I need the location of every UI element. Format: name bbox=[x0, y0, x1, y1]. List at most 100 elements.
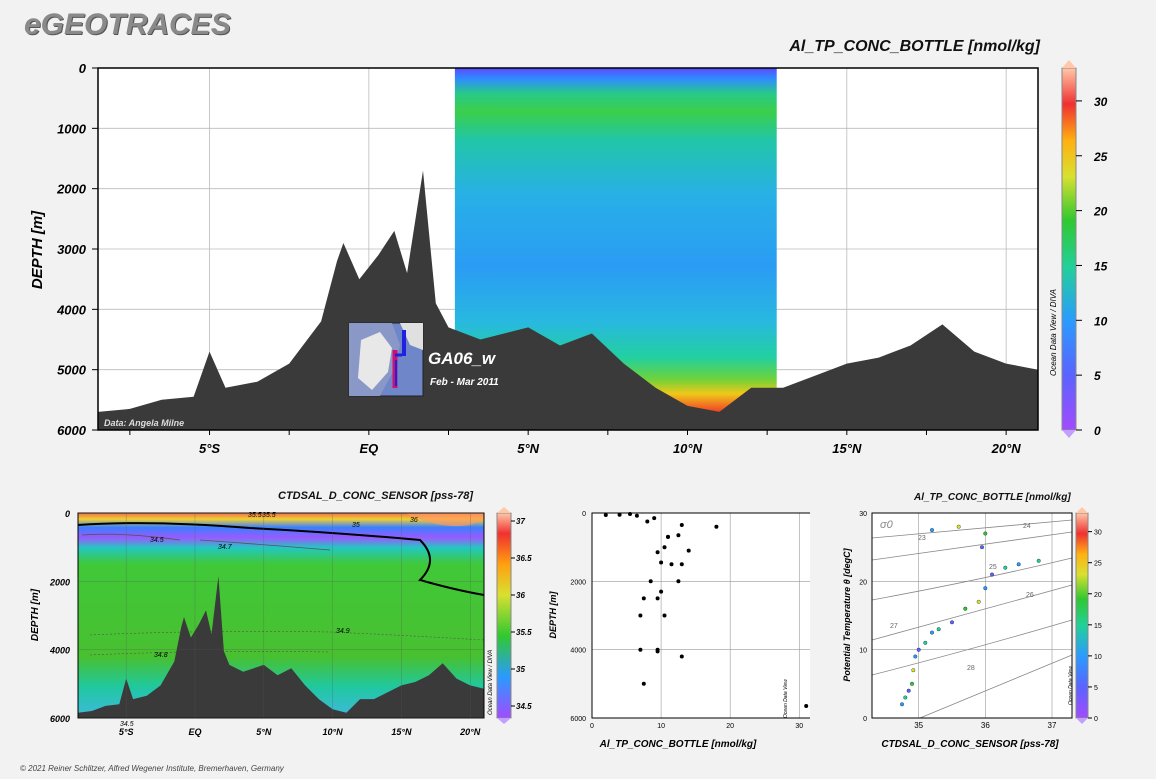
main-x-tick-label: 15°N bbox=[832, 441, 862, 456]
salinity-x-tick-label: 5°N bbox=[256, 727, 272, 737]
egeotraces-logo: eGEOTRACES bbox=[24, 8, 231, 41]
ts-colorbar bbox=[1075, 512, 1089, 719]
profile-y-tick-label: 6000 bbox=[570, 716, 586, 723]
ts-data-point bbox=[1003, 565, 1008, 570]
profile-x-tick-label: 0 bbox=[590, 723, 594, 730]
salinity-colorbar-tick-label: 36 bbox=[516, 591, 525, 600]
ts-colorbar-tick-label: 20 bbox=[1094, 592, 1102, 599]
profile-y-axis-label: DEPTH [m] bbox=[548, 590, 558, 638]
main-y-tick-label: 6000 bbox=[57, 423, 87, 438]
main-x-tick-label: 5°N bbox=[517, 441, 539, 456]
profile-data-point bbox=[655, 596, 660, 601]
ts-data-point bbox=[910, 681, 914, 686]
ts-data-point bbox=[990, 572, 994, 577]
profile-data-point bbox=[676, 533, 681, 538]
main-x-tick-label: 20°N bbox=[991, 441, 1022, 456]
salinity-x-tick-label: EQ bbox=[188, 727, 201, 737]
profile-data-point bbox=[714, 524, 719, 529]
ts-colorbar-tick-label: 25 bbox=[1094, 561, 1102, 568]
ts-x-tick-label: 37 bbox=[1048, 721, 1057, 730]
odv-watermark: Ocean Data View / DIVA bbox=[1049, 289, 1058, 376]
ts-data-point bbox=[950, 620, 954, 625]
ts-data-point bbox=[1036, 558, 1041, 563]
main-colorbar-tick-label: 15 bbox=[1094, 259, 1108, 273]
profile-data-point bbox=[638, 647, 643, 652]
profile-data-point bbox=[679, 523, 684, 527]
ts-colorbar-tick-label: 0 bbox=[1094, 716, 1098, 723]
profile-x-tick-label: 20 bbox=[726, 723, 734, 730]
profile-data-point bbox=[676, 579, 681, 584]
profile-data-point bbox=[659, 589, 664, 594]
main-colorbar-tick-label: 20 bbox=[1093, 205, 1108, 219]
salinity-colorbar bbox=[496, 512, 512, 719]
salinity-contour-label: 34.9 bbox=[336, 628, 350, 635]
ts-data-point bbox=[1016, 562, 1021, 567]
ts-data-point bbox=[923, 640, 928, 645]
salinity-contour-label: 36 bbox=[410, 517, 418, 524]
ts-data-point bbox=[936, 627, 941, 632]
isopycnal-label: 23 bbox=[918, 535, 926, 542]
profile-data-point bbox=[662, 545, 667, 550]
ts-data-point bbox=[903, 695, 908, 700]
profile-x-axis-label: Al_TP_CONC_BOTTLE [nmol/kg] bbox=[599, 739, 757, 750]
profile-data-point bbox=[634, 513, 639, 518]
salinity-contour-label: 34.5 bbox=[120, 721, 134, 728]
bathymetry-profile bbox=[98, 170, 1038, 430]
salinity-colorbar-tick-label: 37 bbox=[516, 517, 525, 526]
main-y-tick-label: 4000 bbox=[56, 302, 87, 317]
profile-odv-watermark: Ocean Data View bbox=[783, 679, 789, 718]
ts-data-point bbox=[983, 531, 988, 536]
main-colorbar-tick-label: 10 bbox=[1094, 314, 1108, 328]
salinity-contour-label: 34.8 bbox=[154, 652, 168, 659]
ts-diagram-chart: 23 24 25 26 27 28 σ0 0 10 20 30 35 36 37 Potential… bbox=[842, 507, 1102, 750]
ts-x-axis-label: CTDSAL_D_CONC_SENSOR [pss-78] bbox=[881, 739, 1059, 750]
ts-chart-title: Al_TP_CONC_BOTTLE [nmol/kg] bbox=[914, 492, 1071, 503]
cruise-track-map bbox=[348, 322, 424, 397]
profile-data-point bbox=[679, 562, 684, 567]
main-y-tick-label: 0 bbox=[79, 61, 87, 76]
ts-y-tick-label: 20 bbox=[859, 579, 867, 586]
profile-data-point bbox=[804, 704, 809, 708]
profile-y-tick-label: 2000 bbox=[570, 579, 586, 586]
profile-y-tick-label: 0 bbox=[582, 511, 586, 518]
isopycnal-label: 24 bbox=[1023, 523, 1031, 530]
salinity-y-tick-label: 2000 bbox=[49, 577, 70, 587]
ts-data-point bbox=[906, 688, 911, 693]
data-credit: Data: Angela Milne bbox=[104, 418, 184, 428]
isopycnal-label: 25 bbox=[989, 564, 997, 571]
isopycnal-label: 28 bbox=[967, 665, 975, 672]
salinity-y-axis-label: DEPTH [m] bbox=[30, 588, 41, 641]
profile-data-point bbox=[659, 560, 664, 565]
profile-x-tick-label: 30 bbox=[795, 723, 803, 730]
salinity-contour-label: 35.5 bbox=[262, 512, 276, 519]
ts-y-axis-label: Potential Temperature θ [degC] bbox=[842, 547, 852, 681]
profile-data-point bbox=[655, 649, 660, 654]
isopycnal-line bbox=[871, 619, 1073, 676]
main-colorbar-tick-label: 30 bbox=[1094, 95, 1108, 109]
ts-data-point bbox=[976, 599, 981, 604]
main-y-tick-label: 1000 bbox=[57, 121, 87, 136]
salinity-contour-label: 35.5 bbox=[248, 512, 262, 519]
salinity-x-tick-label: 10°N bbox=[323, 727, 344, 737]
salinity-y-tick-label: 4000 bbox=[49, 646, 70, 656]
salinity-colorbar-tick-label: 34.5 bbox=[516, 702, 532, 711]
salinity-colorbar-tick-label: 35.5 bbox=[516, 628, 532, 637]
salinity-x-tick-label: 5°S bbox=[119, 727, 134, 737]
ts-data-point bbox=[956, 524, 961, 529]
salinity-y-tick-label: 6000 bbox=[50, 714, 70, 724]
main-y-tick-label: 3000 bbox=[57, 242, 87, 257]
ts-x-tick-label: 35 bbox=[914, 721, 923, 730]
main-y-axis-label: DEPTH [m] bbox=[29, 210, 46, 289]
main-y-tick-label: 2000 bbox=[56, 182, 87, 197]
salinity-contour-label: 35 bbox=[352, 522, 360, 529]
main-colorbar-tick-label: 25 bbox=[1093, 150, 1108, 164]
section-name: GA06_w bbox=[428, 349, 497, 368]
salinity-odv-watermark: Ocean Data View / DIVA bbox=[488, 650, 494, 715]
salinity-colorbar-tick-label: 36.5 bbox=[516, 554, 532, 563]
ts-odv-watermark: Ocean Data View bbox=[1068, 666, 1074, 705]
profile-data-point bbox=[669, 562, 674, 567]
copyright-footer: © 2021 Reiner Schlitzer, Alfred Wegener … bbox=[20, 764, 284, 773]
main-x-tick-label: 5°S bbox=[199, 441, 220, 456]
profile-data-point bbox=[628, 512, 632, 516]
